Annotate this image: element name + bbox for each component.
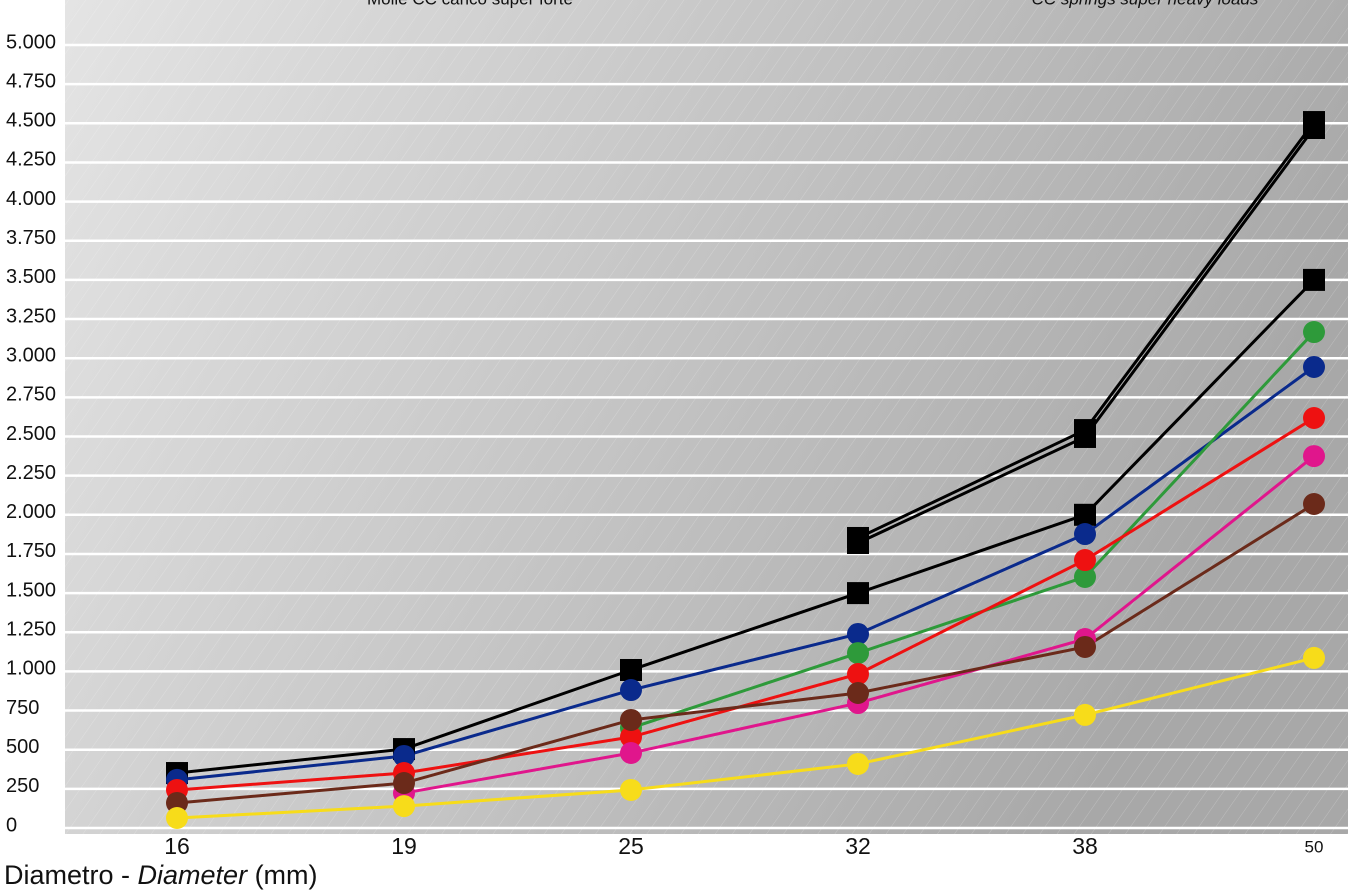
series-line xyxy=(176,656,1315,820)
y-tick-label: 2.750 xyxy=(6,384,56,406)
marker xyxy=(166,806,188,829)
marker xyxy=(620,708,642,731)
y-tick-label: 500 xyxy=(6,736,39,758)
marker xyxy=(1303,646,1325,669)
y-tick-label: 3.750 xyxy=(6,227,56,249)
y-tick-label: 1.500 xyxy=(6,579,56,601)
marker xyxy=(620,778,642,801)
marker xyxy=(1303,492,1325,515)
y-tick-label: 750 xyxy=(6,697,39,719)
y-tick-label: 2.000 xyxy=(6,501,56,523)
marker xyxy=(1074,523,1096,546)
marker xyxy=(620,658,642,681)
y-tick-label: 1.750 xyxy=(6,540,56,562)
marker xyxy=(1074,703,1096,726)
y-tick-label: 2.250 xyxy=(6,462,56,484)
series-line xyxy=(176,278,1316,775)
marker xyxy=(393,744,415,767)
x-tick-label: 50 xyxy=(1305,837,1324,856)
x-tick-label: 32 xyxy=(845,833,871,859)
x-axis-title-unit: (mm) xyxy=(247,860,317,890)
marker xyxy=(393,772,415,795)
marker xyxy=(1303,355,1325,378)
y-tick-label: 1.000 xyxy=(6,658,56,680)
y-tick-label: 250 xyxy=(6,775,39,797)
x-tick-label: 25 xyxy=(618,833,644,859)
marker xyxy=(847,682,869,705)
marker xyxy=(620,679,642,702)
x-axis-title-italic: Diameter xyxy=(138,860,249,890)
marker xyxy=(1303,321,1325,344)
marker xyxy=(1303,111,1325,134)
marker xyxy=(1074,565,1096,588)
marker xyxy=(1074,419,1096,442)
marker xyxy=(1074,549,1096,572)
x-tick-label: 38 xyxy=(1072,833,1098,859)
marker xyxy=(166,791,188,814)
x-axis-title: Diametro - Diameter (mm) xyxy=(4,860,318,890)
marker xyxy=(847,752,869,775)
marker xyxy=(1303,407,1325,430)
marker xyxy=(1303,445,1325,468)
series-line xyxy=(630,331,1316,730)
x-axis-title-main: Diametro - xyxy=(4,860,138,890)
chart-title: Molle CC carico super forte xyxy=(367,0,573,8)
marker xyxy=(620,726,642,749)
marker xyxy=(847,663,869,686)
marker xyxy=(393,795,415,818)
y-tick-label: 4.250 xyxy=(6,149,56,171)
marker xyxy=(847,642,869,665)
y-tick-label: 3.500 xyxy=(6,266,56,288)
y-tick-label: 4.750 xyxy=(6,70,56,92)
y-tick-label: 3.250 xyxy=(6,305,56,327)
chart-subtitle: CC springs super heavy loads xyxy=(1032,0,1259,8)
y-tick-label: 4.500 xyxy=(6,110,56,132)
y-tick-label: 5.000 xyxy=(6,31,56,53)
x-tick-label: 16 xyxy=(164,833,190,859)
x-tick-label: 19 xyxy=(391,833,417,859)
y-tick-label: 0 xyxy=(6,814,17,836)
plot-hatch xyxy=(65,0,1348,834)
y-tick-label: 4.000 xyxy=(6,188,56,210)
y-tick-label: 2.500 xyxy=(6,423,56,445)
marker xyxy=(1303,268,1325,291)
series-line xyxy=(176,502,1315,805)
marker xyxy=(847,622,869,645)
marker xyxy=(847,526,869,549)
marker xyxy=(620,741,642,764)
series-line xyxy=(176,365,1315,782)
y-tick-label: 1.250 xyxy=(6,619,56,641)
marker xyxy=(847,582,869,605)
marker xyxy=(1074,635,1096,658)
marker xyxy=(1074,503,1096,526)
y-tick-label: 3.000 xyxy=(6,344,56,366)
